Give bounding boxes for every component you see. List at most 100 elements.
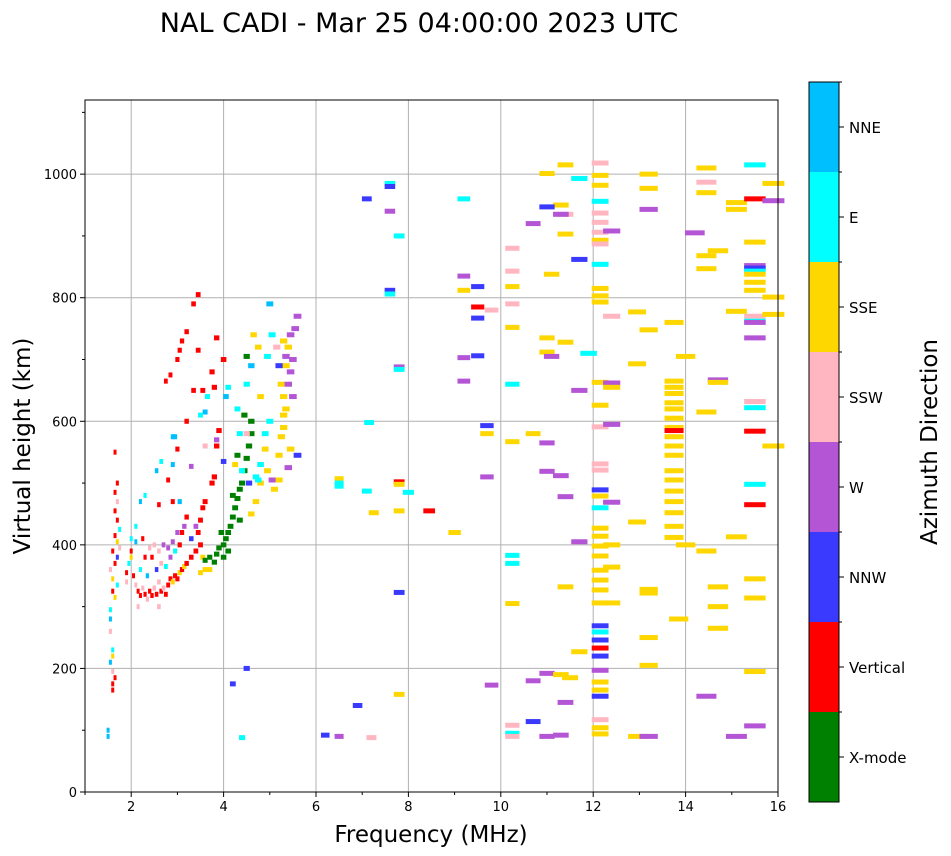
point-w: [293, 313, 302, 319]
point-nne: [266, 301, 274, 307]
point-vertical: [220, 357, 227, 362]
point-vertical: [184, 514, 189, 520]
point-sse: [669, 616, 689, 622]
point-sse: [664, 378, 684, 384]
point-sse: [725, 206, 747, 212]
point-ssw: [148, 545, 152, 551]
point-e: [204, 394, 210, 400]
point-sse: [744, 595, 766, 601]
point-sse: [279, 424, 288, 430]
point-nnw: [393, 589, 405, 595]
point-nne: [108, 659, 112, 665]
point-w: [557, 494, 574, 500]
point-vertical: [170, 499, 175, 505]
point-e: [159, 458, 164, 464]
x-tick-label: 16: [770, 800, 787, 815]
colorbar-label-x-mode: X-mode: [849, 749, 906, 767]
point-sse: [591, 587, 609, 593]
point-w: [170, 539, 175, 545]
point-ssw: [202, 443, 208, 449]
point-vertical: [211, 384, 217, 390]
point-sse: [744, 669, 766, 675]
point-w: [557, 699, 574, 705]
point-sse: [591, 493, 609, 499]
point-nne: [223, 394, 229, 400]
point-nnw: [293, 452, 302, 458]
point-vertical: [113, 508, 117, 514]
point-vertical: [184, 418, 189, 424]
point-w: [639, 206, 658, 212]
point-vertical: [113, 489, 117, 495]
point-sse: [664, 434, 684, 440]
point-ssw: [591, 717, 609, 723]
point-sse: [591, 379, 609, 385]
point-sse: [707, 584, 729, 590]
point-sse: [591, 567, 609, 573]
point-nnw: [243, 665, 250, 671]
point-sse: [553, 672, 569, 678]
point-vertical: [195, 347, 201, 353]
point-sse: [762, 311, 785, 317]
point-e: [505, 560, 520, 566]
point-nne: [106, 733, 110, 739]
point-e: [266, 418, 274, 424]
point-sse: [571, 649, 588, 655]
plot-frame: [84, 99, 779, 793]
point-sse: [505, 439, 520, 445]
point-sse: [664, 406, 684, 412]
point-vertical: [159, 588, 164, 594]
point-w: [286, 332, 295, 338]
point-e: [143, 492, 147, 498]
point-vertical: [179, 567, 185, 573]
point-sse: [252, 499, 260, 505]
point-e: [254, 477, 262, 483]
point-nne: [170, 462, 175, 468]
point-ssw: [591, 229, 609, 235]
point-sse: [591, 299, 609, 305]
point-ssw: [505, 268, 520, 274]
point-e: [173, 548, 178, 554]
point-e: [264, 353, 271, 359]
point-x-mode: [220, 542, 227, 548]
point-w: [284, 465, 293, 471]
point-sse: [254, 344, 262, 350]
point-w: [539, 440, 555, 446]
point-vertical: [214, 335, 220, 341]
point-vertical: [125, 570, 129, 576]
point-sse: [264, 468, 271, 474]
point-vertical: [744, 502, 766, 508]
point-x-mode: [236, 486, 243, 492]
point-e: [744, 405, 766, 411]
point-sse: [539, 171, 555, 177]
point-x-mode: [243, 455, 250, 461]
colorbar-label-nnw: NNW: [849, 569, 886, 587]
point-w: [457, 355, 471, 361]
y-axis-label: Virtual height (km): [10, 338, 36, 555]
point-e: [580, 350, 597, 356]
point-nnw: [591, 637, 609, 643]
point-w: [684, 230, 705, 236]
chart-title: NAL CADI - Mar 25 04:00:00 2023 UTC: [160, 8, 678, 39]
point-nnw: [591, 653, 609, 659]
point-vertical: [138, 593, 142, 599]
point-sse: [628, 519, 647, 525]
point-nnw: [352, 703, 363, 708]
point-vertical: [216, 428, 222, 434]
point-ssw: [505, 722, 520, 728]
colorbar-label-ssw: SSW: [849, 389, 883, 407]
point-w: [291, 326, 300, 332]
point-sse: [664, 488, 684, 494]
point-sse: [111, 576, 115, 582]
colorbar-label-sse: SSE: [849, 299, 878, 317]
point-e: [138, 567, 142, 573]
point-nne: [154, 468, 159, 474]
point-sse: [591, 687, 609, 693]
point-w: [525, 221, 541, 227]
point-x-mode: [225, 548, 232, 554]
colorbar-swatch-nne: [809, 82, 839, 172]
point-vertical: [184, 329, 189, 335]
point-vertical: [163, 378, 168, 384]
point-sse: [275, 477, 283, 483]
point-sse: [696, 266, 717, 272]
